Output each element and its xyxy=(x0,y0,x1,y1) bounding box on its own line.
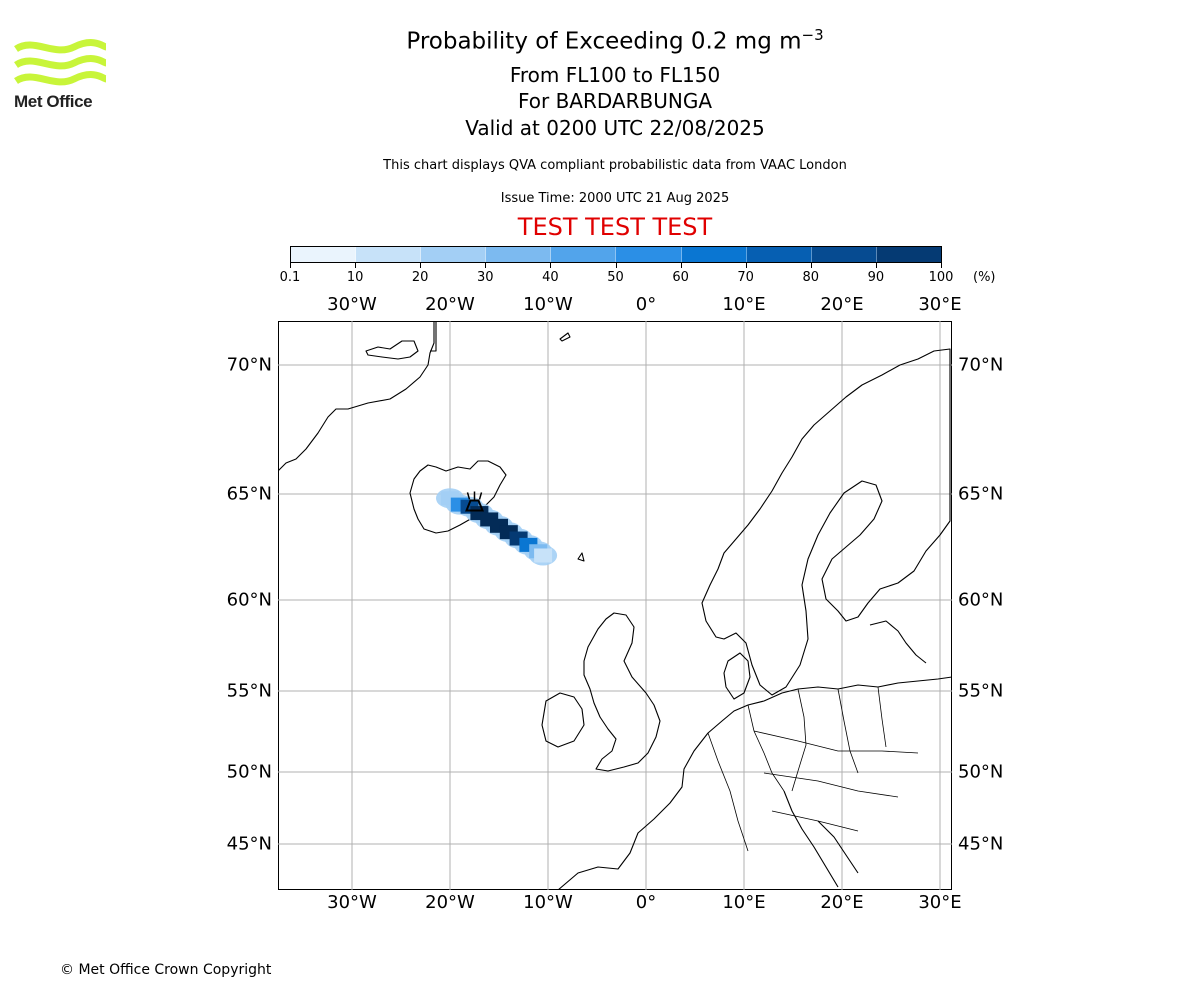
longitude-label-bottom: 0° xyxy=(635,892,657,913)
probability-colorbar xyxy=(290,246,942,263)
longitude-label-bottom: 10°W xyxy=(523,892,573,913)
map-panel xyxy=(278,321,952,890)
coastline-denmark xyxy=(723,652,751,700)
plume-cell xyxy=(534,548,553,563)
logo-waves xyxy=(14,39,108,86)
title-superscript: −3 xyxy=(801,26,824,44)
subtitle-valid-time: Valid at 0200 UTC 22/08/2025 xyxy=(465,116,765,140)
longitude-label-bottom: 30°E xyxy=(918,892,962,913)
longitude-label-top: 30°E xyxy=(918,294,962,315)
colorbar-tick-label: 70 xyxy=(737,270,754,285)
test-banner: TEST TEST TEST xyxy=(517,213,713,241)
volcano-cone xyxy=(465,499,484,512)
longitude-label-bottom: 10°E xyxy=(722,892,766,913)
colorbar-segment xyxy=(421,247,487,262)
colorbar-tick xyxy=(290,263,291,268)
volcano-eruption-lines xyxy=(466,491,483,500)
colorbar-tick-label: 10 xyxy=(346,270,364,285)
coastline-scandinavia xyxy=(701,348,951,696)
colorbar-segment xyxy=(746,247,812,262)
coastlines xyxy=(278,321,952,890)
coastline-jan-mayen xyxy=(559,332,571,342)
latitude-label-right: 55°N xyxy=(958,680,1004,702)
longitude-label-bottom: 30°W xyxy=(327,892,377,913)
longitude-label-bottom: 20°W xyxy=(425,892,475,913)
graticule xyxy=(278,321,952,890)
longitude-label-top: 20°W xyxy=(425,294,475,315)
longitude-label-bottom: 20°E xyxy=(820,892,864,913)
colorbar-tick xyxy=(485,263,487,268)
longitude-label-top: 10°E xyxy=(722,294,766,315)
colorbar-tick-label: 20 xyxy=(411,270,429,285)
volcano-icon xyxy=(465,491,484,512)
longitude-label-top: 30°W xyxy=(327,294,377,315)
colorbar-tick xyxy=(355,263,357,268)
latitude-label-left: 60°N xyxy=(226,589,272,611)
colorbar-tick-label: 90 xyxy=(867,270,885,285)
coastline-faroe xyxy=(577,552,585,562)
colorbar-tick xyxy=(810,263,812,268)
colorbar-tick xyxy=(420,263,422,268)
colorbar-segment xyxy=(616,247,682,262)
colorbar-segment xyxy=(551,247,617,262)
longitude-label-top: 20°E xyxy=(820,294,864,315)
chart-title: Probability of Exceeding 0.2 mg m−3 xyxy=(300,26,930,55)
coastline-ireland xyxy=(541,692,585,748)
colorbar-tick xyxy=(550,263,552,268)
coastline-greenland-north xyxy=(365,340,419,360)
coastline-great-britain xyxy=(583,612,661,772)
colorbar-tick-label: 60 xyxy=(672,270,689,285)
colorbar-tick-label: 40 xyxy=(542,270,559,285)
colorbar-tick xyxy=(615,263,617,268)
colorbar-tick xyxy=(680,263,682,268)
coastline-europe xyxy=(557,676,952,890)
subtitle-volcano: For BARDARBUNGA xyxy=(517,89,713,113)
colorbar-tick xyxy=(745,263,747,268)
colorbar-tick-label: 0.1 xyxy=(279,270,301,285)
coastline-baltic xyxy=(869,620,927,664)
copyright-notice: © Met Office Crown Copyright xyxy=(60,962,272,978)
latitude-label-right: 65°N xyxy=(958,483,1004,505)
latitude-label-left: 50°N xyxy=(226,761,272,783)
coastline-italy xyxy=(783,790,839,888)
colorbar-segment xyxy=(291,247,357,262)
latitude-label-right: 60°N xyxy=(958,589,1004,611)
title-text: Probability of Exceeding 0.2 mg m xyxy=(406,28,802,55)
coastline-iceland xyxy=(409,460,507,534)
colorbar-segment xyxy=(681,247,747,262)
chart-description: This chart displays QVA compliant probab… xyxy=(383,158,847,173)
coastline-adriatic xyxy=(817,820,859,874)
latitude-label-right: 45°N xyxy=(958,833,1004,855)
colorbar-tick xyxy=(941,263,942,268)
colorbar-unit: (%) xyxy=(973,270,996,285)
coastline-greenland xyxy=(278,321,435,472)
met-office-logo xyxy=(14,39,108,86)
logo-text: Met Office xyxy=(14,92,93,111)
latitude-label-right: 70°N xyxy=(958,354,1004,376)
colorbar-segment xyxy=(811,247,877,262)
coastline-svalbard-edge xyxy=(430,321,437,352)
latitude-label-left: 70°N xyxy=(226,354,272,376)
latitude-label-left: 65°N xyxy=(226,483,272,505)
colorbar-tick-label: 100 xyxy=(928,270,954,285)
colorbar-segment xyxy=(486,247,552,262)
colorbar-tick xyxy=(875,263,877,268)
logo-wave-1 xyxy=(14,39,108,54)
logo-wave-3 xyxy=(14,71,108,86)
colorbar-segment xyxy=(356,247,422,262)
ash-plume xyxy=(436,488,558,566)
latitude-label-left: 55°N xyxy=(226,680,272,702)
colorbar-segment xyxy=(876,247,941,262)
map-frame xyxy=(278,321,952,890)
subtitle-flight-levels: From FL100 to FL150 xyxy=(509,63,721,87)
logo-wave-2 xyxy=(14,55,108,70)
issue-time: Issue Time: 2000 UTC 21 Aug 2025 xyxy=(500,191,730,206)
colorbar-tick-label: 50 xyxy=(607,270,624,285)
latitude-label-right: 50°N xyxy=(958,761,1004,783)
longitude-label-top: 0° xyxy=(635,294,657,315)
latitude-label-left: 45°N xyxy=(226,833,272,855)
colorbar-tick-label: 30 xyxy=(477,270,494,285)
colorbar-tick-label: 80 xyxy=(802,270,820,285)
longitude-label-top: 10°W xyxy=(523,294,573,315)
